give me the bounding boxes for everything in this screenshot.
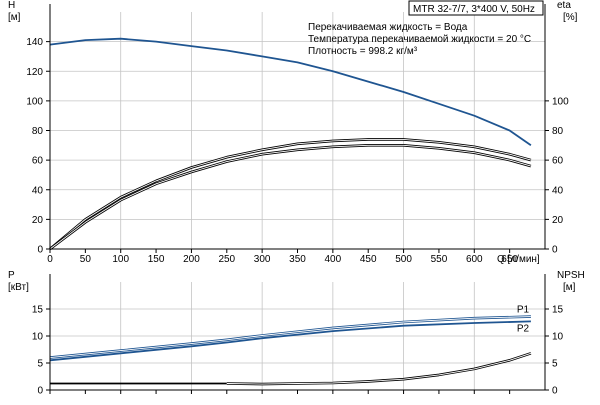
p2-line xyxy=(49,320,531,362)
npsh-line-inner xyxy=(226,352,532,385)
top-x-tick-label: 250 xyxy=(218,254,235,265)
top-x-tick-label: 300 xyxy=(254,254,271,265)
top-right-axis-unit: [%] xyxy=(563,12,578,23)
top-x-axis-title: Q [л/мин] xyxy=(497,254,540,265)
top-left-tick-label: 40 xyxy=(32,185,44,196)
top-x-tick-label: 0 xyxy=(47,254,53,265)
bottom-left-tick-label: 5 xyxy=(37,359,43,370)
top-left-tick-label: 80 xyxy=(32,126,44,137)
note-fluid: Перекачиваемая жидкость = Вода xyxy=(308,22,468,33)
bottom-right-axis-unit: [м] xyxy=(563,282,576,293)
bottom-right-tick-label: 0 xyxy=(552,386,558,397)
p1-line-inner xyxy=(49,316,531,359)
top-x-tick-label: 450 xyxy=(360,254,377,265)
top-x-tick-label: 150 xyxy=(148,254,165,265)
top-right-tick-label: 100 xyxy=(552,96,569,107)
top-left-tick-label: 100 xyxy=(26,96,43,107)
top-x-tick-label: 500 xyxy=(395,254,412,265)
top-left-tick-label: 0 xyxy=(37,245,43,256)
bottom-left-tick-label: 10 xyxy=(32,332,44,343)
bottom-right-axis-title: NPSH xyxy=(557,270,585,281)
head-line xyxy=(49,37,532,147)
top-left-axis-unit: [м] xyxy=(8,12,21,23)
efficiency-1-line-outer xyxy=(49,138,532,250)
top-left-tick-label: 20 xyxy=(32,215,44,226)
efficiency-2-line-inner xyxy=(49,144,532,250)
note-density: Плотность = 998.2 кг/м³ xyxy=(308,46,418,57)
top-right-tick-label: 0 xyxy=(552,245,558,256)
top-x-tick-label: 550 xyxy=(431,254,448,265)
top-x-tick-label: 400 xyxy=(325,254,342,265)
bottom-left-axis-title: P xyxy=(8,270,15,281)
bottom-left-tick-label: 15 xyxy=(32,305,44,316)
top-right-tick-label: 40 xyxy=(552,185,564,196)
npsh-line-outer xyxy=(226,352,532,386)
bottom-right-tick-label: 5 xyxy=(552,359,558,370)
p2-series-label: P2 xyxy=(517,323,530,334)
top-left-tick-label: 60 xyxy=(32,156,44,167)
bottom-left-tick-label: 0 xyxy=(37,386,43,397)
top-left-tick-label: 120 xyxy=(26,67,43,78)
note-temperature: Температура перекачиваемой жидкости = 20… xyxy=(308,34,531,45)
top-x-tick-label: 650 xyxy=(501,254,518,265)
top-right-tick-label: 20 xyxy=(552,215,564,226)
top-x-tick-label: 100 xyxy=(112,254,129,265)
top-left-tick-label: 140 xyxy=(26,37,43,48)
top-left-axis-title: H xyxy=(8,0,15,11)
info-box xyxy=(408,0,544,16)
top-right-tick-label: 60 xyxy=(552,156,564,167)
bottom-right-tick-label: 15 xyxy=(552,305,564,316)
p1-series-label: P1 xyxy=(517,305,530,316)
efficiency-1-line-inner xyxy=(49,138,532,250)
top-x-tick-label: 350 xyxy=(289,254,306,265)
top-x-tick-label: 600 xyxy=(466,254,483,265)
info-box-text: MTR 32-7/7, 3*400 V, 50Hz xyxy=(413,4,535,15)
bottom-right-tick-label: 10 xyxy=(552,332,564,343)
top-right-axis-title: eta xyxy=(557,0,571,11)
top-x-tick-label: 200 xyxy=(183,254,200,265)
top-right-tick-label: 80 xyxy=(552,126,564,137)
top-x-tick-label: 50 xyxy=(80,254,92,265)
bottom-left-axis-unit: [кВт] xyxy=(8,282,29,293)
